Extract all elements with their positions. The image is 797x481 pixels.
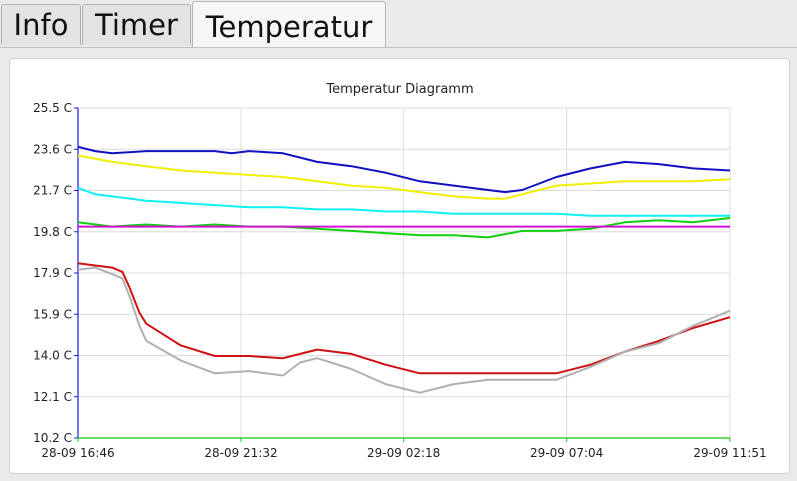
y-tick-label: 12.1 C: [33, 390, 72, 404]
tab-timer[interactable]: Timer: [82, 4, 191, 45]
series-line-2: [77, 154, 731, 200]
y-tick-label: 23.6 C: [33, 142, 72, 156]
y-tick-label: 14.0 C: [33, 349, 72, 363]
series-line-7: [77, 266, 731, 394]
y-tick-label: 10.2 C: [33, 431, 72, 445]
x-tick-label: 29-09 02:18: [367, 446, 440, 460]
y-tick-label: 15.9 C: [33, 307, 72, 321]
tab-bar-divider: [0, 47, 797, 48]
x-tick-label: 29-09 07:04: [530, 446, 603, 460]
chart-title: Temperatur Diagramm: [325, 82, 473, 97]
x-tick-label: 28-09 21:32: [204, 446, 277, 460]
series-line-6: [77, 262, 731, 375]
x-tick-labels: 28-09 16:46 28-09 21:32 29-09 02:18 29-09 0…: [41, 446, 766, 460]
chart-series: [77, 145, 731, 394]
chart-panel: [9, 58, 790, 474]
x-tick-label: 28-09 16:46: [41, 446, 114, 460]
series-line-3: [77, 186, 730, 217]
tab-temperatur[interactable]: Temperatur: [192, 1, 386, 48]
chart-grid: [77, 107, 731, 439]
y-tick-label: 19.8 C: [33, 225, 72, 239]
y-tick-label: 21.7 C: [33, 184, 72, 198]
tab-info[interactable]: Info: [1, 4, 81, 45]
series-line-1: [77, 145, 731, 194]
y-tick-labels: 25.5 C 23.6 C 21.7 C 19.8 C 17.9 C 15.9 C 14.0…: [33, 101, 72, 445]
y-tick-label: 25.5 C: [33, 101, 72, 115]
x-tick-label: 29-09 11:51: [693, 446, 766, 460]
y-tick-label: 17.9 C: [33, 266, 72, 280]
tab-bar: Info Timer Temperatur: [0, 0, 797, 48]
chart-axes: [74, 107, 731, 442]
